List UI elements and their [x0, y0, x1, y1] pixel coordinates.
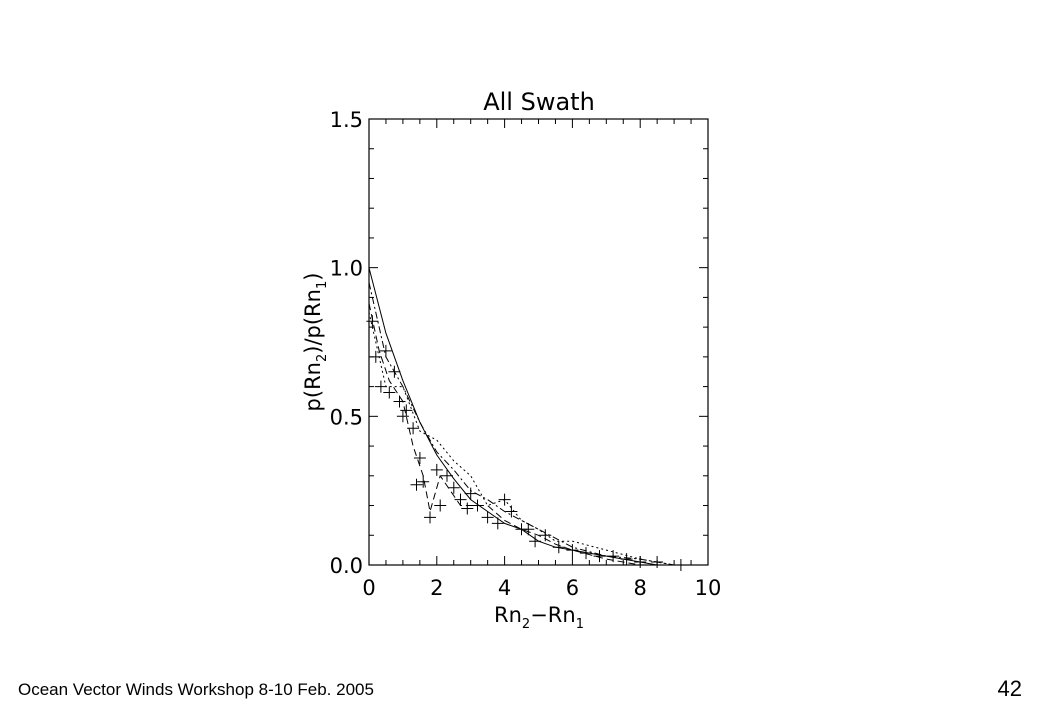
series-line-2 — [368, 303, 641, 566]
plus-marker — [396, 410, 409, 423]
plus-marker — [430, 463, 443, 476]
plus-marker — [393, 395, 406, 408]
plus-marker — [481, 511, 494, 524]
x-axis-label: Rn2−Rn1 — [494, 603, 584, 632]
plus-marker — [607, 550, 620, 563]
chart-title: All Swath — [483, 88, 595, 116]
series-line-1 — [368, 267, 658, 566]
plus-marker — [447, 481, 460, 494]
plus-marker — [464, 487, 477, 500]
plus-marker — [388, 365, 401, 378]
y-axis-label: p(Rn2)/p(Rn1) — [301, 273, 330, 412]
plus-marker — [383, 386, 396, 399]
x-tick-label: 10 — [695, 576, 722, 600]
plus-marker — [593, 550, 606, 563]
plus-marker — [461, 502, 474, 515]
plus-marker — [434, 499, 447, 512]
y-tick-label: 0.0 — [330, 554, 363, 578]
plus-marker — [424, 511, 436, 524]
plus-marker — [410, 478, 423, 491]
plus-marker — [522, 523, 535, 536]
plus-marker — [620, 553, 633, 566]
plus-marker — [379, 344, 392, 357]
plus-marker — [498, 493, 511, 506]
page-number: 42 — [997, 676, 1022, 701]
footer-workshop-text: Ocean Vector Winds Workshop 8-10 Feb. 20… — [18, 680, 374, 699]
series-line-4 — [368, 282, 675, 566]
x-tick-label: 2 — [430, 576, 443, 600]
plus-marker — [491, 517, 504, 530]
plot-frame — [368, 118, 709, 566]
plus-marker — [374, 380, 387, 393]
x-tick-label: 6 — [566, 576, 579, 600]
plus-marker — [400, 404, 413, 417]
plus-marker — [407, 422, 420, 435]
x-tick-label: 8 — [634, 576, 647, 600]
plot-data — [366, 267, 687, 571]
plus-marker — [539, 529, 552, 542]
x-tick-label: 0 — [362, 576, 375, 600]
plus-marker — [529, 535, 542, 548]
plus-marker — [441, 469, 453, 482]
plus-marker — [454, 493, 467, 506]
y-tick-label: 1.0 — [330, 257, 363, 281]
plus-marker — [471, 499, 484, 512]
plus-marker — [417, 475, 430, 488]
y-tick-label: 1.5 — [330, 108, 363, 132]
plus-marker — [413, 452, 426, 464]
plus-marker — [505, 505, 518, 518]
axis-ticks: 0 2 4 6 8 10 0.0 0.5 1.0 1.5 — [330, 108, 722, 600]
y-tick-label: 0.5 — [330, 405, 363, 429]
plus-marker — [580, 547, 592, 560]
plus-marker — [552, 541, 565, 554]
plus-marker — [566, 544, 579, 557]
x-tick-label: 4 — [498, 576, 511, 600]
